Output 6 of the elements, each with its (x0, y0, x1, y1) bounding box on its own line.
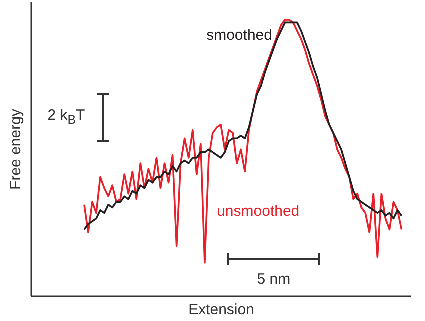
series-label: smoothed (206, 26, 272, 44)
annotation: 2 k$_{B}$T (48, 107, 86, 128)
annotation: 5 nm (257, 270, 291, 288)
y-axis-title: Free energy (8, 108, 24, 190)
series-label: unsmoothed (217, 203, 300, 220)
x-axis-title: Extension (188, 302, 254, 318)
